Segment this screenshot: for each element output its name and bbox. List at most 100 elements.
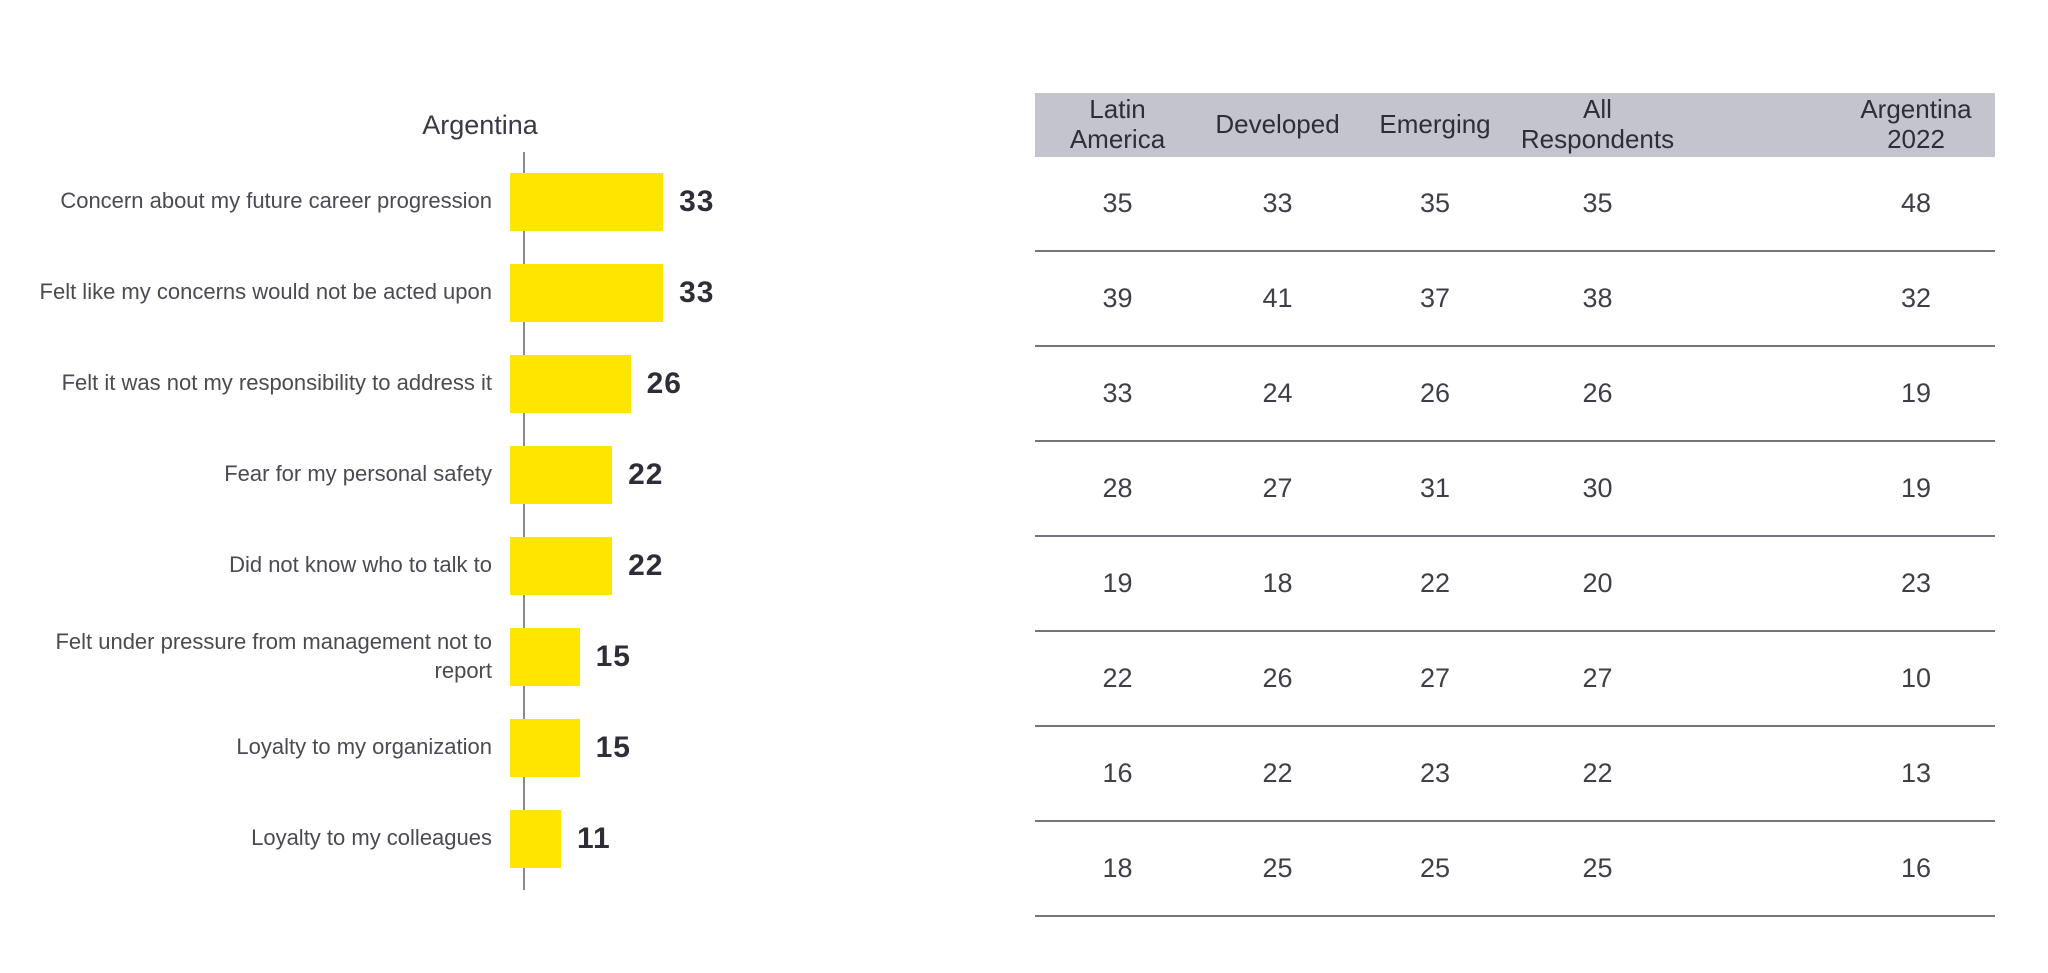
bar-label: Loyalty to my organization	[236, 734, 492, 760]
bar-track: 26	[510, 338, 682, 429]
table-cell: 35	[1355, 157, 1515, 252]
bar-row: Fear for my personal safety 22	[0, 429, 1010, 520]
table-cell: 23	[1837, 536, 1995, 632]
bar	[510, 718, 580, 777]
table-cell: 22	[1515, 726, 1680, 822]
bar-row: Felt under pressure from management not …	[0, 611, 1010, 702]
table-row: 35 33 35 35 48	[1035, 157, 1995, 252]
bar-label: Fear for my personal safety	[224, 461, 492, 487]
bar-label: Concern about my future career progressi…	[60, 188, 492, 214]
column-header-latin-america: Latin America	[1035, 93, 1200, 157]
column-header-argentina-2022: Argentina 2022	[1837, 93, 1995, 157]
table-cell: 18	[1200, 536, 1355, 632]
table-cell: 25	[1515, 821, 1680, 917]
table-cell: 23	[1355, 726, 1515, 822]
bar-value: 11	[577, 821, 611, 855]
table-cell: 31	[1355, 441, 1515, 537]
table-cell-spacer	[1680, 251, 1837, 347]
table-cell-spacer	[1680, 821, 1837, 917]
bar-row: Felt like my concerns would not be acted…	[0, 247, 1010, 338]
table-cell: 26	[1355, 346, 1515, 442]
bar-track: 33	[510, 156, 714, 247]
table-cell: 33	[1200, 157, 1355, 252]
table-cell: 27	[1200, 441, 1355, 537]
bar-row: Did not know who to talk to 22	[0, 520, 1010, 611]
table-cell: 25	[1355, 821, 1515, 917]
table-cell: 22	[1355, 536, 1515, 632]
bar-row: Loyalty to my organization 15	[0, 702, 1010, 793]
table-cell: 19	[1035, 536, 1200, 632]
bar-label: Felt it was not my responsibility to add…	[61, 370, 492, 396]
chart-axis-line	[523, 152, 525, 890]
table-row: 18 25 25 25 16	[1035, 821, 1995, 917]
bar-label: Loyalty to my colleagues	[251, 825, 492, 851]
table-cell: 28	[1035, 441, 1200, 537]
bar-label: Felt under pressure from management not …	[55, 628, 492, 683]
table-cell: 19	[1837, 346, 1995, 442]
table-cell-spacer	[1680, 346, 1837, 442]
table-row: 16 22 23 22 13	[1035, 726, 1995, 822]
table-cell-spacer	[1680, 536, 1837, 632]
comparison-table: Latin America Developed Emerging All Res…	[1035, 93, 1995, 917]
table-header-row: Latin America Developed Emerging All Res…	[1035, 93, 1995, 157]
bar-value: 26	[646, 366, 682, 400]
bar-value: 33	[679, 184, 715, 218]
bar-track: 22	[510, 429, 663, 520]
table-cell: 48	[1837, 157, 1995, 252]
table-cell: 10	[1837, 631, 1995, 727]
table-cell: 39	[1035, 251, 1200, 347]
column-header-emerging: Emerging	[1355, 93, 1515, 157]
table-cell: 38	[1515, 251, 1680, 347]
bar-value: 15	[595, 730, 631, 764]
table-cell: 16	[1035, 726, 1200, 822]
bar-track: 11	[510, 793, 611, 884]
table-cell-spacer	[1680, 726, 1837, 822]
bar-track: 15	[510, 702, 631, 793]
table-row: 33 24 26 26 19	[1035, 346, 1995, 442]
table-cell-spacer	[1680, 631, 1837, 727]
bar	[510, 172, 664, 231]
table-cell: 13	[1837, 726, 1995, 822]
table-cell: 27	[1515, 631, 1680, 727]
bar-value: 15	[595, 639, 631, 673]
bar	[510, 627, 580, 686]
bar	[510, 354, 631, 413]
table-cell: 26	[1200, 631, 1355, 727]
table-cell: 16	[1837, 821, 1995, 917]
table-row: 19 18 22 20 23	[1035, 536, 1995, 632]
bar-row: Felt it was not my responsibility to add…	[0, 338, 1010, 429]
bar-chart: Concern about my future career progressi…	[0, 156, 1010, 884]
table-cell: 27	[1355, 631, 1515, 727]
bar	[510, 263, 664, 322]
bar-value: 33	[679, 275, 715, 309]
table-cell-spacer	[1680, 441, 1837, 537]
table-cell: 20	[1515, 536, 1680, 632]
table-row: 39 41 37 38 32	[1035, 251, 1995, 347]
table-cell: 24	[1200, 346, 1355, 442]
bar-label: Felt like my concerns would not be acted…	[39, 279, 492, 305]
bar-value: 22	[628, 548, 664, 582]
bar	[510, 536, 613, 595]
table-cell: 19	[1837, 441, 1995, 537]
table-cell: 35	[1035, 157, 1200, 252]
bar	[510, 809, 562, 868]
table-cell-spacer	[1680, 157, 1837, 252]
bar-row: Concern about my future career progressi…	[0, 156, 1010, 247]
table-cell: 22	[1200, 726, 1355, 822]
table-cell: 18	[1035, 821, 1200, 917]
table-cell: 26	[1515, 346, 1680, 442]
bar-value: 22	[628, 457, 664, 491]
table-cell: 30	[1515, 441, 1680, 537]
bar-track: 33	[510, 247, 714, 338]
bar-track: 15	[510, 611, 631, 702]
bar	[510, 445, 613, 504]
bar-track: 22	[510, 520, 663, 611]
table-cell: 35	[1515, 157, 1680, 252]
bar-label: Did not know who to talk to	[229, 552, 492, 578]
table-cell: 33	[1035, 346, 1200, 442]
table-cell: 37	[1355, 251, 1515, 347]
column-header-all-respondents: All Respondents	[1515, 93, 1680, 157]
column-header-developed: Developed	[1200, 93, 1355, 157]
table-cell: 32	[1837, 251, 1995, 347]
